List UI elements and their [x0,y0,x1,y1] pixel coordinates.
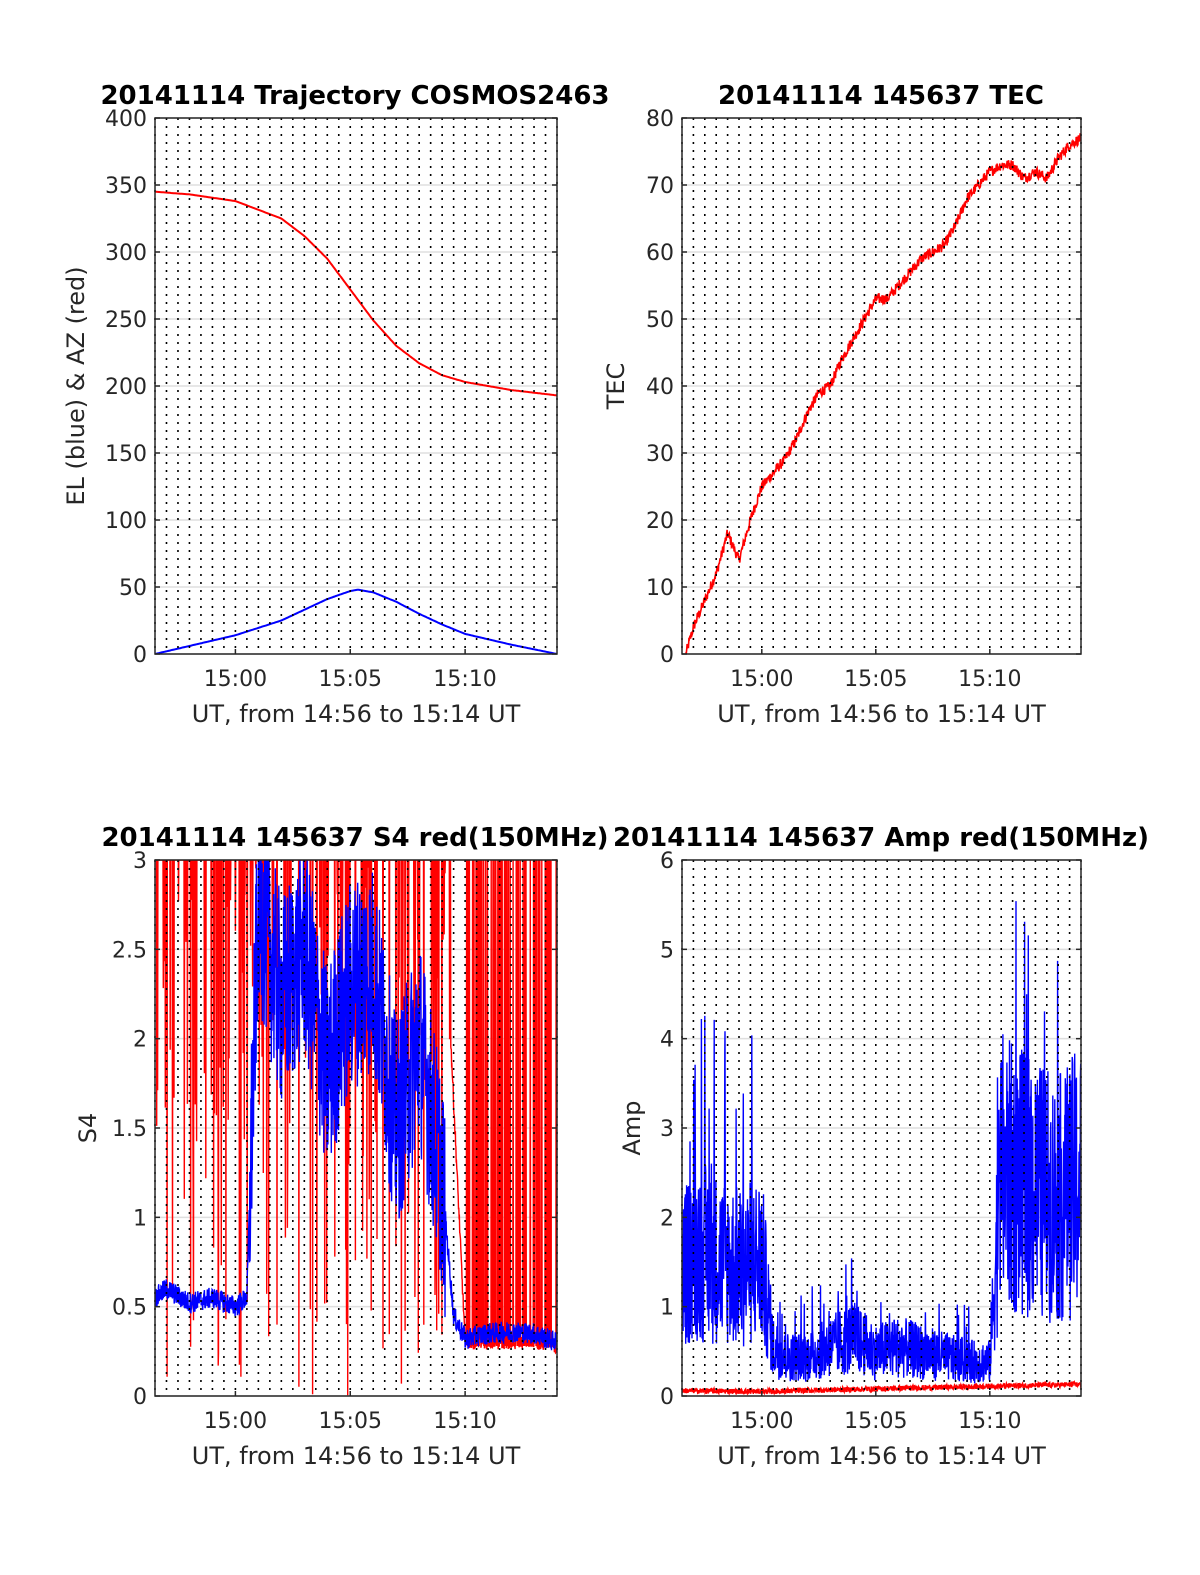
y-tick-label: 1 [133,1206,147,1231]
y-tick-label: 0 [133,643,147,668]
series-group [155,860,557,1396]
y-tick-label: 3 [133,849,147,874]
y-tick-label: 200 [105,375,147,400]
y-tick-label: 250 [105,308,147,333]
y-tick-label: 6 [660,849,674,874]
y-tick-label: 0.5 [112,1296,147,1321]
series-line-1 [155,190,557,397]
y-tick-label: 350 [105,174,147,199]
series-line-1 [685,132,1081,654]
x-tick-label: 15:05 [844,667,907,692]
y-tick-label: 4 [660,1028,674,1053]
x-tick-label: 15:00 [204,667,267,692]
chart-title: 20141114 145637 TEC [718,81,1044,111]
y-tick-label: 1.5 [112,1117,147,1142]
x-tick-label: 15:05 [319,1409,382,1434]
y-tick-label: 400 [105,107,147,132]
y-tick-label: 300 [105,241,147,266]
y-axis-label: Amp [618,1100,646,1155]
x-tick-label: 15:00 [730,1409,793,1434]
y-tick-label: 30 [646,442,674,467]
chart-title: 20141114 Trajectory COSMOS2463 [100,81,609,111]
y-tick-label: 2 [660,1206,674,1231]
y-tick-label: 50 [646,308,674,333]
y-tick-label: 3 [660,1117,674,1142]
x-axis-label: UT, from 14:56 to 15:14 UT [717,1442,1046,1470]
y-axis-label: S4 [74,1113,102,1144]
series-group [155,190,557,654]
panel-1: 0 50 100 150 200 250 300 350 400 15:00 15:05 15:10 2… [62,81,610,728]
x-tick-label: 15:10 [958,667,1021,692]
y-tick-label: 50 [119,576,147,601]
y-tick-label: 70 [646,174,674,199]
x-tick-label: 15:00 [730,667,793,692]
panel-4: 0 1 2 3 4 5 6 15:00 15:05 15:10 20141114 145637 Am… [613,823,1149,1470]
y-axis-label: TEC [602,363,630,411]
y-tick-label: 2.5 [112,938,147,963]
y-tick-label: 20 [646,509,674,534]
x-tick-label: 15:10 [958,1409,1021,1434]
series-group [682,901,1081,1396]
y-tick-label: 0 [133,1385,147,1410]
y-tick-label: 40 [646,375,674,400]
x-axis-label: UT, from 14:56 to 15:14 UT [717,700,1046,728]
panel-2: 0 10 20 30 40 50 60 70 80 15:00 15:05 15:10 20141114… [602,81,1082,728]
y-tick-label: 80 [646,107,674,132]
x-axis-label: UT, from 14:56 to 15:14 UT [192,1442,521,1470]
x-tick-label: 15:05 [319,667,382,692]
y-tick-label: 100 [105,509,147,534]
x-axis-label: UT, from 14:56 to 15:14 UT [192,700,521,728]
y-axis-label: EL (blue) & AZ (red) [62,266,90,505]
series-line-1 [155,860,557,1396]
series-line-2 [155,588,557,654]
y-tick-label: 1 [660,1296,674,1321]
series-line-2 [155,860,557,1352]
y-tick-label: 0 [660,643,674,668]
x-tick-label: 15:10 [433,1409,496,1434]
y-tick-label: 150 [105,442,147,467]
series-line-2 [682,901,1081,1384]
y-tick-label: 60 [646,241,674,266]
series-line-1 [682,1379,1081,1396]
y-tick-label: 2 [133,1028,147,1053]
chart-title: 20141114 145637 Amp red(150MHz) [613,823,1149,853]
panel-3: 0 0.5 1 1.5 2 2.5 3 15:00 15:05 15:10 20141114 145… [74,823,609,1470]
y-tick-label: 10 [646,576,674,601]
y-tick-label: 0 [660,1385,674,1410]
chart-title: 20141114 145637 S4 red(150MHz) [101,823,608,853]
x-tick-label: 15:00 [204,1409,267,1434]
y-tick-label: 5 [660,938,674,963]
x-tick-label: 15:10 [433,667,496,692]
series-group [685,132,1081,654]
x-tick-label: 15:05 [844,1409,907,1434]
